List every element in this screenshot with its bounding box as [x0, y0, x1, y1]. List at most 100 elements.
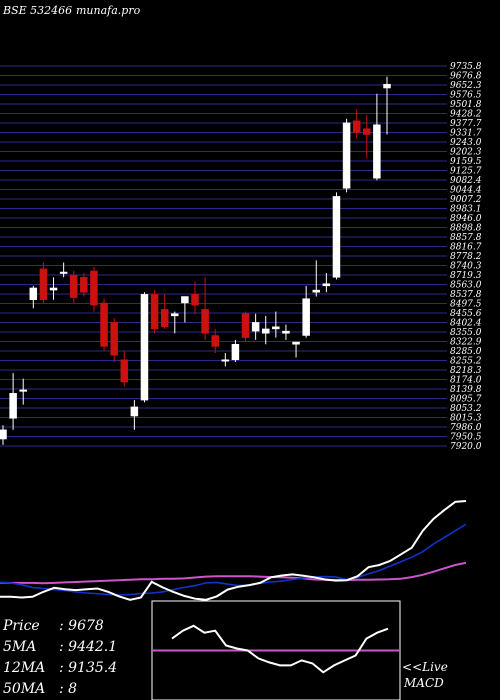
- candle-bear: [352, 120, 361, 133]
- y-tick-label: 9159.5: [450, 157, 482, 167]
- readout-ma12: 12MA: 9135.4: [3, 658, 117, 679]
- y-tick-label: 8740.3: [450, 262, 482, 272]
- candle-bull: [373, 124, 381, 179]
- y-tick-label: 9331.7: [450, 129, 482, 139]
- y-tick-label: 8537.8: [450, 290, 482, 300]
- macd-line: [171, 624, 389, 674]
- candle-bear: [39, 268, 48, 300]
- price-value: 9678: [68, 618, 104, 634]
- y-tick-label: 9576.5: [450, 91, 482, 101]
- y-tick-label: 8015.3: [450, 414, 482, 424]
- candle-bear: [201, 309, 209, 334]
- y-tick-label: 7920.0: [450, 442, 482, 452]
- candle-bull: [312, 289, 321, 293]
- candle-bull: [49, 287, 58, 291]
- candle-bear: [150, 294, 159, 330]
- macd-live-label: <<Live: [402, 660, 448, 674]
- y-tick-label: 9243.0: [450, 138, 482, 148]
- macd-name-label: MACD: [404, 676, 444, 690]
- candle-bull: [140, 294, 149, 401]
- y-tick-label: 9428.2: [450, 110, 482, 120]
- candle-bull: [332, 196, 341, 278]
- y-tick-label: 8563.0: [450, 281, 482, 291]
- ma12-label: 12MA: [3, 660, 46, 676]
- y-tick-label: 8322.9: [450, 338, 482, 348]
- candle-bear: [160, 309, 169, 328]
- candle-bear: [80, 277, 88, 293]
- price-grid: [0, 65, 447, 447]
- candle-bear: [211, 335, 219, 347]
- candle-bear: [90, 270, 98, 306]
- candle-bear: [69, 274, 78, 298]
- y-tick-label: 9125.7: [450, 167, 482, 177]
- readout-price: Price: 9678: [3, 616, 117, 637]
- candle-bull: [251, 322, 260, 332]
- ma50-label: 50MA: [3, 681, 46, 697]
- candle-bear: [241, 313, 250, 338]
- candle-bull: [302, 298, 310, 336]
- header-code: BSE 532466: [3, 4, 73, 17]
- y-tick-label: 8983.1: [450, 205, 482, 215]
- candle-bull: [342, 122, 351, 189]
- candle-bull: [171, 313, 179, 317]
- y-tick-label: 8139.8: [450, 385, 482, 395]
- macd-panel-graphics: [151, 600, 401, 700]
- y-tick-label: 8778.2: [450, 252, 482, 262]
- candle-bear: [363, 128, 371, 135]
- ma5-value: 9442.1: [68, 639, 118, 655]
- ma12-value: 9135.4: [68, 660, 118, 676]
- y-tick-label: 8095.7: [450, 395, 482, 405]
- y-tick-label: 9044.4: [450, 186, 482, 196]
- y-tick-label: 9082.4: [450, 176, 482, 186]
- y-tick-label: 8285.0: [450, 347, 482, 357]
- y-tick-label: 8497.5: [450, 300, 482, 310]
- readout-panel: Price: 9678 5MA: 9442.1 12MA: 9135.4 50M…: [3, 616, 117, 700]
- price-axis-ticks: 9735.89676.89652.39576.59501.89428.29377…: [450, 62, 482, 452]
- y-tick-label: 8455.6: [450, 309, 482, 319]
- readout-ma5: 5MA: 9442.1: [3, 637, 117, 658]
- y-tick-label: 8218.3: [450, 366, 482, 376]
- candle-bull: [9, 393, 17, 419]
- y-tick-label: 9377.7: [450, 119, 482, 129]
- moving-average-lines: [0, 500, 467, 601]
- y-tick-label: 8719.3: [450, 271, 482, 281]
- candle-bull: [292, 341, 300, 345]
- candlestick-series: [0, 76, 391, 445]
- header-site: munafa.pro: [76, 4, 141, 17]
- ma12-line: [0, 523, 467, 596]
- y-tick-label: 8857.8: [450, 233, 482, 243]
- y-tick-label: 8402.4: [450, 319, 482, 329]
- y-tick-label: 8946.0: [450, 214, 482, 224]
- candle-bull: [221, 359, 230, 362]
- candle-bull: [272, 326, 280, 330]
- candle-bull: [282, 330, 290, 334]
- candle-bear: [191, 294, 199, 306]
- readout-ma50: 50MA: 8: [3, 679, 117, 700]
- candle-bull: [231, 344, 240, 360]
- ma50-line: [0, 561, 467, 585]
- candle-bull: [0, 429, 7, 440]
- ma5-line: [0, 500, 467, 601]
- candle-bull: [322, 283, 331, 287]
- y-tick-label: 8174.0: [450, 376, 482, 386]
- candle-bull: [383, 83, 391, 89]
- candle-bull: [261, 328, 270, 334]
- y-tick-label: 7950.5: [450, 433, 482, 443]
- candle-bear: [120, 359, 129, 383]
- candle-bull: [19, 389, 27, 392]
- candle-bull: [29, 287, 38, 300]
- ma50-value: 8: [68, 681, 78, 697]
- y-tick-label: 9652.3: [450, 81, 482, 91]
- y-tick-label: 9735.8: [450, 62, 482, 72]
- y-tick-label: 7986.0: [450, 423, 482, 433]
- y-tick-label: 8355.0: [450, 328, 482, 338]
- y-tick-label: 9202.3: [450, 148, 482, 158]
- candle-bull: [59, 271, 68, 274]
- y-tick-label: 8255.2: [450, 357, 482, 367]
- candle-bull: [181, 296, 189, 304]
- y-tick-label: 9501.8: [450, 100, 482, 110]
- candle-bear: [110, 322, 118, 356]
- price-label: Price: [3, 618, 40, 634]
- y-tick-label: 8053.2: [450, 404, 482, 414]
